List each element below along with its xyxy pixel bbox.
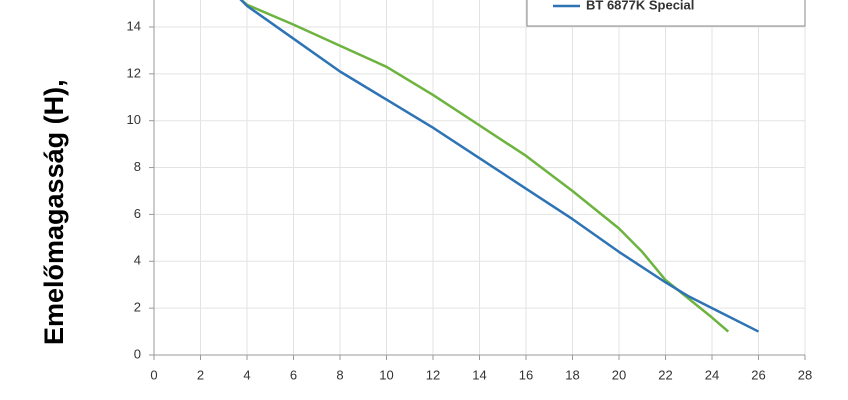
- y-tick-label: 4: [134, 253, 141, 268]
- x-tick-label: 28: [798, 367, 812, 382]
- x-tick-label: 22: [658, 367, 672, 382]
- legend-box: [526, 0, 806, 27]
- y-tick-label: 12: [127, 65, 141, 80]
- y-axis-label: Emelőmagasság (H),: [39, 79, 69, 345]
- x-tick-label: 4: [243, 367, 250, 382]
- y-tick-label: 10: [127, 112, 141, 127]
- y-tick-label: 2: [134, 300, 141, 315]
- series-line: [239, 0, 730, 333]
- x-tick-label: 2: [197, 367, 204, 382]
- y-tick-label: 0: [134, 346, 141, 361]
- y-tick-label: 14: [127, 18, 141, 33]
- x-tick-label: 26: [751, 367, 765, 382]
- x-tick-label: 14: [472, 367, 486, 382]
- x-tick-label: 24: [705, 367, 719, 382]
- x-tick-label: 18: [565, 367, 579, 382]
- x-tick-label: 12: [426, 367, 440, 382]
- series-line: [239, 0, 760, 333]
- x-tick-label: 0: [150, 367, 157, 382]
- x-tick-label: 8: [336, 367, 343, 382]
- y-tick-label: 6: [134, 206, 141, 221]
- x-tick-label: 20: [612, 367, 626, 382]
- x-tick-label: 6: [290, 367, 297, 382]
- x-tick-label: 10: [379, 367, 393, 382]
- legend-label: BT 6877K Special: [586, 0, 694, 12]
- x-tick-label: 16: [519, 367, 533, 382]
- y-tick-label: 8: [134, 159, 141, 174]
